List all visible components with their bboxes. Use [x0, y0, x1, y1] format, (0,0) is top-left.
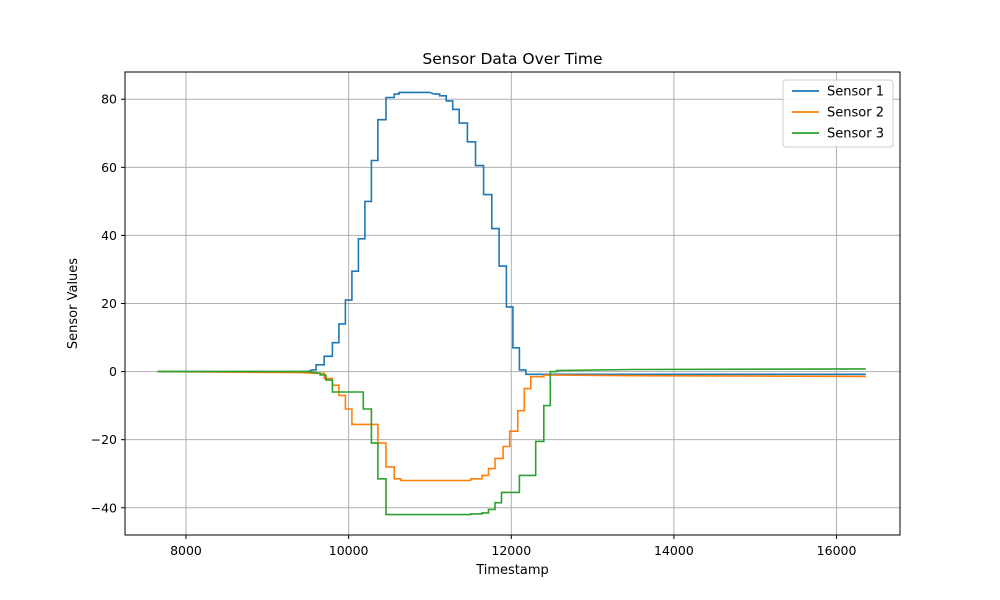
x-tick-label: 14000	[654, 543, 694, 558]
y-tick-label: −40	[91, 500, 117, 515]
y-tick-label: 20	[101, 296, 117, 311]
series-line-2	[157, 370, 866, 482]
legend-label: Sensor 1	[827, 85, 884, 100]
series-line-3	[157, 368, 866, 516]
y-tick-label: 40	[101, 228, 117, 243]
x-tick-label: 16000	[817, 543, 857, 558]
ticks: 8000 10000 12000 14000 16000 −40 −20 0 20 40 60 80	[91, 92, 857, 558]
legend-label: Sensor 2	[827, 106, 884, 121]
series-layer	[157, 91, 866, 516]
chart-title: Sensor Data Over Time	[422, 50, 602, 68]
x-axis-label: Timestamp	[475, 563, 549, 578]
y-tick-label: 0	[109, 364, 117, 379]
x-tick-label: 8000	[170, 543, 202, 558]
y-axis-label: Sensor Values	[66, 258, 81, 349]
x-tick-label: 10000	[329, 543, 369, 558]
grid	[125, 72, 900, 535]
legend-box	[782, 79, 894, 148]
legend: Sensor 1 Sensor 2 Sensor 3	[782, 79, 894, 148]
y-tick-label: 60	[101, 160, 117, 175]
y-tick-label: 80	[101, 92, 117, 107]
legend-label: Sensor 3	[827, 127, 884, 142]
y-tick-label: −20	[91, 432, 117, 447]
series-line-1	[157, 91, 866, 376]
x-tick-label: 12000	[491, 543, 531, 558]
